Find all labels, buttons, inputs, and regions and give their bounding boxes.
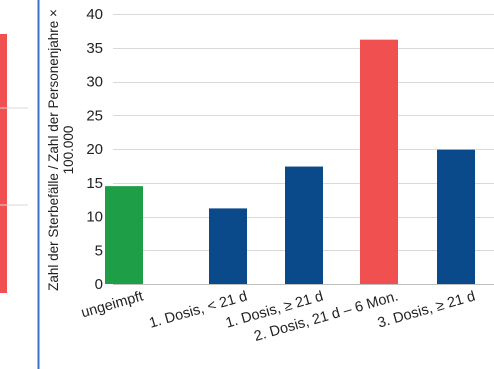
y-axis-title-line1: Zahl der Sterbefälle / Zahl der Personen… — [46, 9, 61, 291]
y-tick-label: 40 — [86, 6, 103, 23]
y-tick-label: 30 — [86, 74, 103, 91]
bars — [105, 39, 475, 285]
x-axis-category-labels: ungeimpft 1. Dosis, < 21 d1. Dosis, ≥ 21 … — [79, 288, 477, 344]
x-category-label: ungeimpft — [79, 288, 145, 321]
bar — [437, 149, 475, 284]
y-tick-label: 25 — [86, 107, 103, 124]
bar — [285, 166, 323, 284]
y-axis-title: Zahl der Sterbefälle / Zahl der Personen… — [46, 9, 76, 291]
y-tick-label: 0 — [95, 276, 103, 293]
y-tick-label: 15 — [86, 175, 103, 192]
y-tick-label: 20 — [86, 141, 103, 158]
y-tick-label: 5 — [95, 242, 103, 259]
adjacent-chart-fragment — [0, 0, 40, 369]
y-tick-label: 10 — [86, 209, 103, 226]
y-axis-title-line2: 100.000 — [61, 126, 76, 175]
bar — [209, 208, 247, 284]
y-tick-label: 35 — [86, 40, 103, 57]
y-axis-ticks: 0 5 10 15 20 25 30 35 40 — [86, 6, 103, 293]
bar — [360, 39, 398, 285]
adjacent-chart-bar — [0, 34, 7, 293]
bar — [105, 186, 143, 284]
